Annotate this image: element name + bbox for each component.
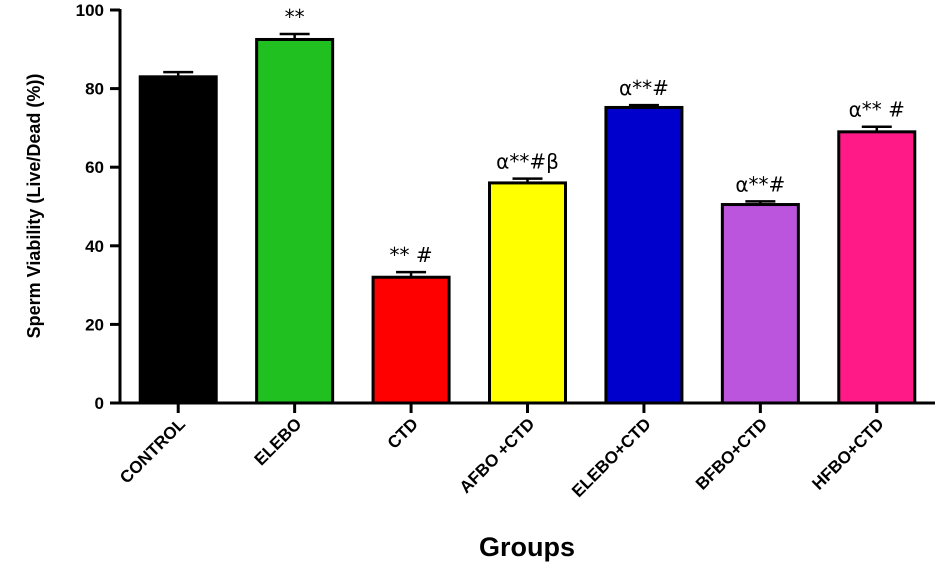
x-tick-label: AFBO +CTD [456,414,539,497]
significance-annotation: α**#β [496,150,559,174]
y-axis-label: Sperm Viability (Live/Dead (%)) [24,74,44,339]
significance-annotation: α**# [619,76,669,100]
x-tick-labels: CONTROL ELEBO CTD AFBO +CTD ELEBO+CTD BFBO+CT… [116,414,887,501]
x-tick-label: ELEBO+CTD [568,414,655,501]
bar [371,275,451,405]
bar [604,105,684,405]
x-axis-label: Groups [479,532,575,562]
bar [837,130,917,405]
y-tick-label: 20 [85,315,104,334]
significance-annotation: α**# [735,172,785,196]
significance-annotations: ** ** # α**#β α**# α**# α** # [285,5,905,267]
bars [138,37,917,405]
x-tick-label: CONTROL [116,414,189,487]
significance-annotation: α** # [849,98,905,122]
x-tick-label: CTD [384,414,422,452]
bar [720,203,800,405]
error-bars [163,32,892,278]
y-tick-label: 0 [95,394,104,413]
y-tick-label: 40 [85,237,104,256]
y-tick-label: 80 [85,80,104,99]
bar [255,37,335,405]
x-tick-label: ELEBO [251,414,306,469]
significance-annotation: ** # [390,243,433,267]
y-tick-labels: 0 20 40 60 80 100 [76,1,104,413]
bar [138,75,218,405]
y-tick-label: 60 [85,158,104,177]
bar [488,181,567,405]
x-tick-label: BFBO+CTD [692,414,771,493]
x-tick-label: HFBO+CTD [808,414,887,493]
significance-annotation: ** [285,5,305,29]
y-tick-label: 100 [76,1,104,20]
